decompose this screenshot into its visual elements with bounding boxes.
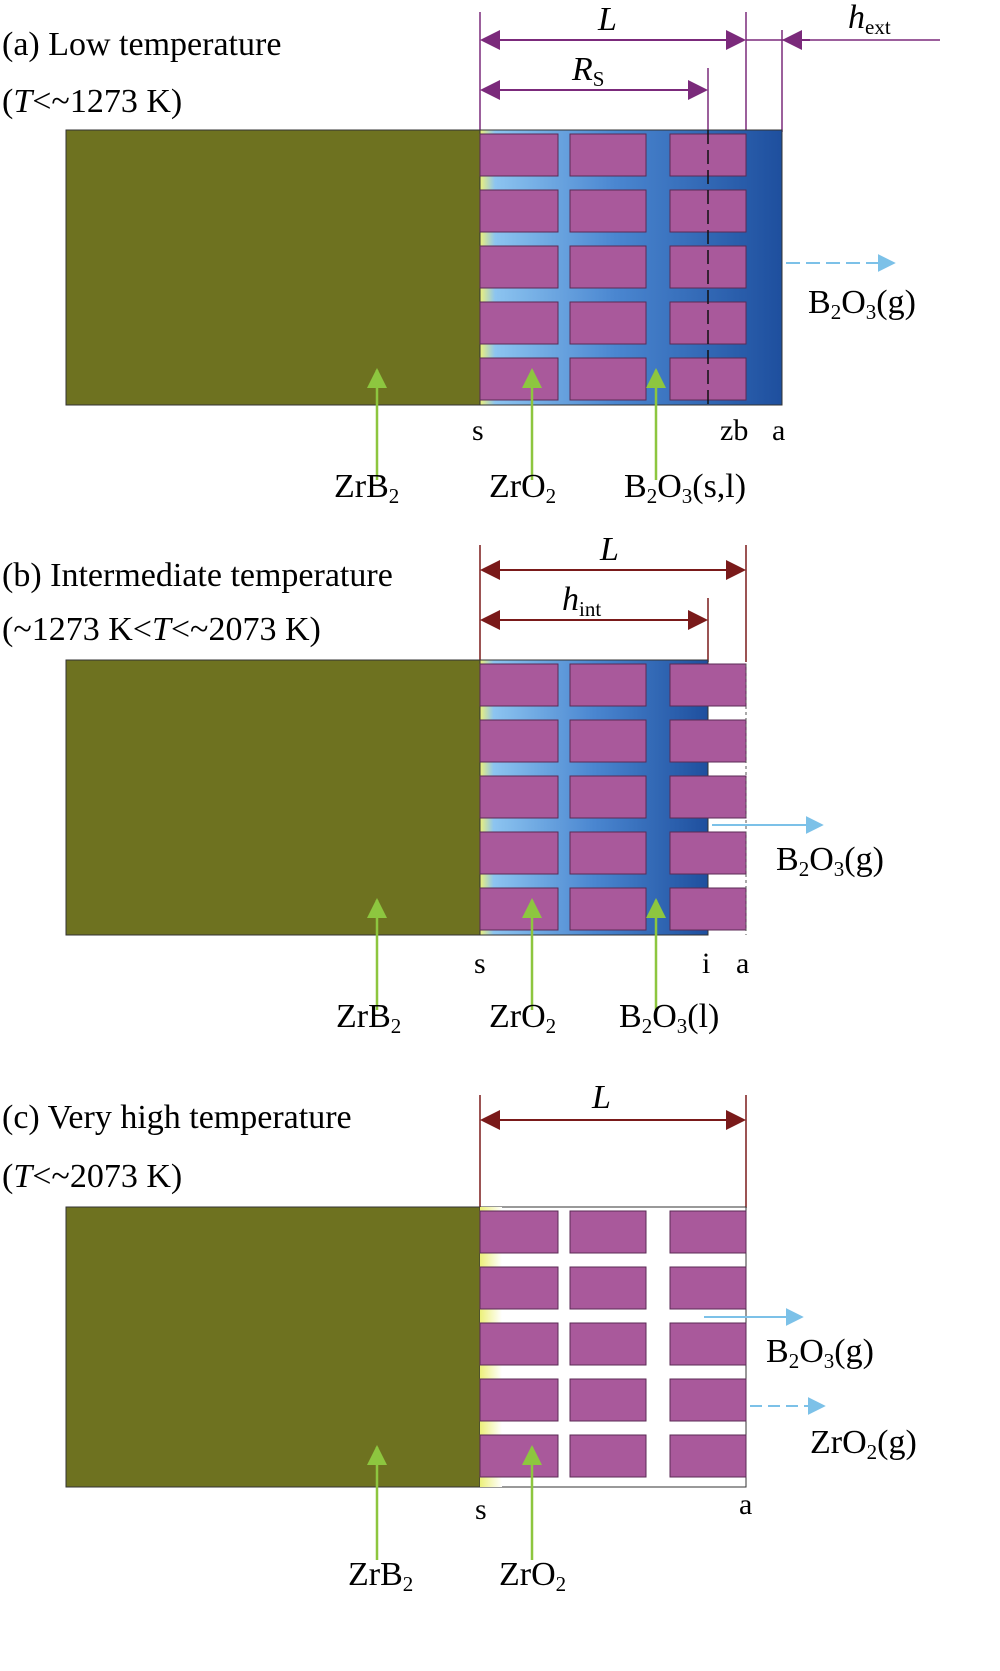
zro2-grains [479, 1210, 747, 1478]
zro2-label: ZrO2 [499, 1556, 566, 1596]
zro2-grain [569, 775, 647, 819]
zro2-grain [669, 1210, 747, 1254]
label-s: s [475, 1493, 487, 1526]
zro2-label: ZrO2 [489, 998, 556, 1038]
zrb2-substrate [65, 129, 481, 406]
zro2-grains [479, 133, 747, 401]
zro2-grain [669, 719, 747, 763]
zro2-grain [569, 1378, 647, 1422]
zro2-grain [479, 357, 559, 401]
dim-Rs-label: RS [571, 51, 604, 91]
label-a: a [736, 947, 749, 980]
zro2-grain [569, 189, 647, 233]
dim-L-label: L [591, 1079, 611, 1116]
zro2-grain [569, 719, 647, 763]
gas-b2o3-label: B2O3(g) [776, 841, 884, 881]
panel-a-title: (a) Low temperature [2, 26, 281, 63]
zro2-grain [569, 245, 647, 289]
label-a: a [739, 1488, 752, 1521]
panel-c-condition: (T<~2073 K) [2, 1158, 182, 1195]
zro2-grain [479, 1434, 559, 1478]
zro2-grain [479, 245, 559, 289]
zro2-grain [669, 1266, 747, 1310]
label-i: i [702, 947, 710, 980]
zro2-grain [669, 1378, 747, 1422]
zro2-grain [569, 357, 647, 401]
zro2-grain [569, 1210, 647, 1254]
zro2-grain [569, 663, 647, 707]
zro2-grain [479, 887, 559, 931]
label-s: s [472, 414, 484, 447]
zro2-grain [669, 775, 747, 819]
label-s: s [474, 947, 486, 980]
zro2-grain [479, 663, 559, 707]
panel-a-condition: (T<~1273 K) [2, 83, 182, 120]
dim-hext-label: hext [848, 0, 891, 39]
zro2-grain [569, 301, 647, 345]
dim-L-label: L [599, 531, 619, 568]
dim-hint-label: hint [562, 581, 601, 621]
zro2-grain [479, 831, 559, 875]
panel-b-title: (b) Intermediate temperature [2, 557, 393, 594]
zro2-grain [479, 1322, 559, 1366]
zro2-grain [569, 887, 647, 931]
panel-c: (c) Very high temperature (T<~2073 K) L [2, 1079, 917, 1596]
zro2-label: ZrO2 [489, 468, 556, 508]
zro2-grain [569, 133, 647, 177]
zrb2-label: ZrB2 [336, 998, 401, 1038]
zro2-grain [569, 1322, 647, 1366]
zro2-grains [479, 663, 747, 931]
panel-b-condition: (~1273 K<T<~2073 K) [2, 611, 321, 648]
label-zb: zb [720, 414, 748, 447]
zrb2-label: ZrB2 [334, 468, 399, 508]
zro2-grain [569, 1434, 647, 1478]
label-a: a [772, 414, 785, 447]
zro2-grain [479, 775, 559, 819]
dim-L-label: L [597, 1, 617, 38]
zrb2-substrate [65, 659, 481, 936]
zro2-grain [479, 133, 559, 177]
gas-zro2-label: ZrO2(g) [810, 1424, 917, 1464]
zro2-grain [669, 663, 747, 707]
panel-a: (a) Low temperature (T<~1273 K) L RS hex… [2, 0, 940, 508]
zro2-grain [669, 887, 747, 931]
zro2-grain [669, 831, 747, 875]
zro2-grain [479, 1210, 559, 1254]
b2o3-sl-label: B2O3(s,l) [624, 468, 746, 508]
zro2-grain [569, 1266, 647, 1310]
zro2-grain [669, 1434, 747, 1478]
zrb2-label: ZrB2 [348, 1556, 413, 1596]
zro2-grain [479, 189, 559, 233]
zrb2-substrate [65, 1206, 481, 1488]
zro2-grain [479, 719, 559, 763]
zro2-grain [479, 301, 559, 345]
b2o3-l-label: B2O3(l) [619, 998, 719, 1038]
gas-b2o3-label: B2O3(g) [766, 1333, 874, 1373]
zro2-grain [479, 1378, 559, 1422]
panel-c-title: (c) Very high temperature [2, 1099, 352, 1136]
gas-b2o3-label: B2O3(g) [808, 284, 916, 324]
panel-b: (b) Intermediate temperature (~1273 K<T<… [2, 531, 884, 1038]
zro2-grain [669, 1322, 747, 1366]
zro2-grain [479, 1266, 559, 1310]
zro2-grain [569, 831, 647, 875]
